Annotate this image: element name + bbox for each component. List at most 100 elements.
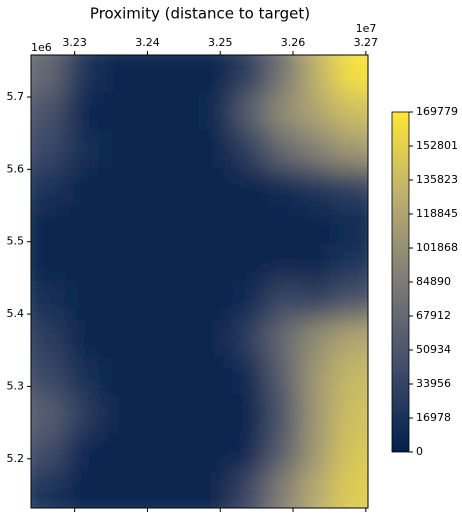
cell: [64, 168, 100, 207]
cell: [233, 470, 268, 508]
colorbar-tick-label: 67912: [416, 309, 451, 322]
cell: [334, 357, 368, 396]
cell: [132, 394, 167, 434]
cell: [199, 394, 235, 434]
cell: [233, 281, 268, 321]
cell: [199, 432, 235, 472]
cell: [266, 357, 302, 396]
cell: [31, 432, 66, 472]
cell: [334, 130, 368, 170]
cell: [199, 168, 235, 207]
cell: [266, 206, 302, 245]
x-tick-label: 3.26: [281, 36, 306, 49]
cell: [300, 206, 336, 245]
colorbar-tick-label: 33956: [416, 377, 451, 390]
cell: [165, 55, 201, 94]
cell: [64, 432, 100, 472]
cell: [233, 92, 268, 132]
y-tick-label: 5.5: [7, 235, 25, 248]
cell: [266, 281, 302, 321]
cell: [64, 394, 100, 434]
cell: [98, 243, 134, 283]
cell: [300, 243, 336, 283]
cell: [199, 243, 235, 283]
colorbar-tick-label: 0: [416, 445, 423, 458]
cell: [132, 206, 167, 245]
cell: [199, 130, 235, 170]
cell: [334, 55, 368, 94]
cell: [300, 470, 336, 508]
colorbar-tick-label: 135823: [416, 173, 458, 186]
cell: [266, 243, 302, 283]
cell: [165, 394, 201, 434]
cell: [98, 394, 134, 434]
cell: [300, 281, 336, 321]
cell: [300, 168, 336, 207]
cell: [266, 55, 302, 94]
cell: [64, 55, 100, 94]
cell: [132, 130, 167, 170]
y-offset-label: 1e6: [31, 41, 52, 54]
cell: [98, 130, 134, 170]
cell: [31, 394, 66, 434]
chart-title: Proximity (distance to target): [90, 5, 310, 23]
colorbar-tick-label: 152801: [416, 139, 458, 152]
x-tick-label: 3.24: [135, 36, 160, 49]
cell: [31, 470, 66, 508]
image: [31, 55, 368, 508]
cell: [233, 206, 268, 245]
cell: [233, 357, 268, 396]
cell: [98, 281, 134, 321]
cell: [300, 432, 336, 472]
cell: [199, 281, 235, 321]
cell: [199, 470, 235, 508]
cell: [300, 319, 336, 358]
cell: [334, 206, 368, 245]
cell: [266, 130, 302, 170]
cell: [334, 243, 368, 283]
cell: [31, 55, 66, 94]
y-tick-label: 5.6: [7, 162, 25, 175]
cell: [64, 470, 100, 508]
colorbar: [391, 111, 410, 453]
colorbar-tick-label: 84890: [416, 275, 451, 288]
cell: [233, 243, 268, 283]
cell: [31, 357, 66, 396]
cell: [132, 319, 167, 358]
cell: [98, 432, 134, 472]
cell: [165, 168, 201, 207]
cell: [334, 92, 368, 132]
cell: [31, 243, 66, 283]
cell: [98, 319, 134, 358]
cell: [165, 92, 201, 132]
cell: [64, 281, 100, 321]
cell: [300, 92, 336, 132]
cell: [98, 92, 134, 132]
cell: [31, 130, 66, 170]
cell: [165, 357, 201, 396]
y-tick-label: 5.3: [7, 379, 25, 392]
x-offset-label: 1e7: [356, 22, 377, 35]
cell: [266, 168, 302, 207]
cell: [165, 206, 201, 245]
cell: [199, 206, 235, 245]
cell: [266, 319, 302, 358]
cell: [334, 394, 368, 434]
cell: [64, 357, 100, 396]
cell: [64, 206, 100, 245]
cell: [64, 243, 100, 283]
cell: [165, 243, 201, 283]
cell: [132, 243, 167, 283]
cell: [98, 470, 134, 508]
colorbar-tick-label: 101868: [416, 241, 458, 254]
cell: [165, 319, 201, 358]
cell: [98, 168, 134, 207]
cell: [165, 470, 201, 508]
cell: [199, 319, 235, 358]
cell: [334, 432, 368, 472]
cell: [300, 357, 336, 396]
cell: [300, 55, 336, 94]
cell: [199, 55, 235, 94]
cell: [233, 168, 268, 207]
cell: [64, 92, 100, 132]
